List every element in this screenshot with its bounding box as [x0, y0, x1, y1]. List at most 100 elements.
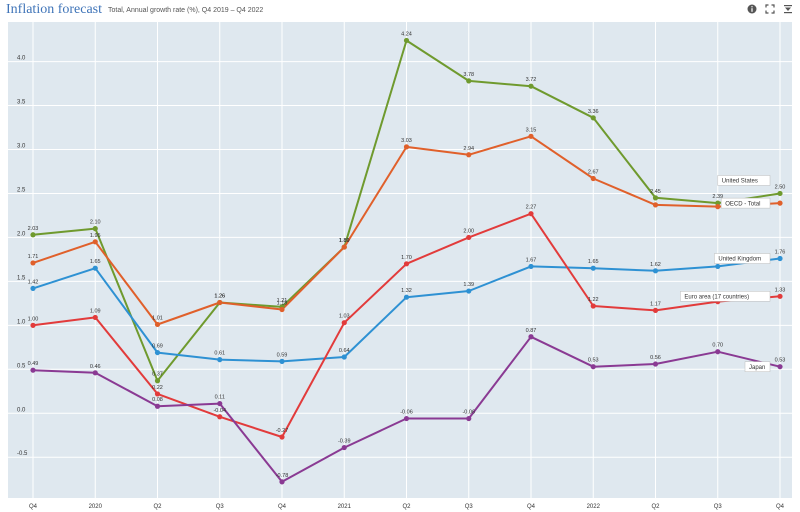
data-label: 1.33 — [775, 287, 786, 293]
data-label: 1.09 — [90, 308, 101, 314]
data-point[interactable] — [590, 115, 596, 121]
data-label: 0.69 — [152, 344, 163, 350]
data-point[interactable] — [217, 357, 223, 363]
data-point[interactable] — [466, 288, 472, 294]
x-tick-label: 2022 — [587, 504, 601, 510]
chart-title: Inflation forecast — [6, 2, 103, 17]
data-point[interactable] — [777, 200, 783, 206]
data-point[interactable] — [92, 370, 98, 376]
y-tick-label: 4.0 — [17, 56, 26, 62]
x-tick-label: 2020 — [89, 504, 103, 510]
data-point[interactable] — [92, 226, 98, 232]
data-point[interactable] — [403, 37, 410, 44]
info-icon[interactable] — [746, 3, 758, 15]
data-point[interactable] — [154, 378, 161, 384]
data-point[interactable] — [715, 263, 721, 270]
data-point[interactable] — [341, 320, 347, 326]
data-point[interactable] — [217, 299, 223, 306]
data-point[interactable] — [652, 307, 659, 313]
filter-icon[interactable] — [782, 3, 794, 15]
data-label: 1.26 — [214, 293, 225, 299]
data-point[interactable] — [590, 265, 596, 271]
chart-subtitle: Total, Annual growth rate (%), Q4 2019 –… — [108, 6, 264, 14]
data-label: 1.65 — [588, 259, 599, 265]
data-point[interactable] — [403, 144, 410, 150]
data-point[interactable] — [92, 265, 98, 271]
data-label: 0.11 — [215, 395, 225, 401]
data-label: 0.37 — [152, 372, 163, 378]
data-label: 1.26 — [214, 293, 225, 299]
data-point[interactable] — [777, 190, 783, 197]
data-point[interactable] — [154, 403, 161, 409]
data-label: 1.39 — [463, 282, 474, 288]
data-point[interactable] — [528, 334, 534, 340]
data-point[interactable] — [279, 479, 285, 485]
data-point[interactable] — [528, 211, 534, 217]
data-point[interactable] — [777, 255, 783, 262]
data-label: 0.49 — [28, 361, 39, 367]
data-point[interactable] — [652, 361, 659, 367]
data-label: 0.56 — [650, 355, 661, 361]
data-label: 1.00 — [28, 316, 39, 322]
data-point[interactable] — [279, 434, 285, 440]
data-point[interactable] — [30, 322, 36, 328]
data-point[interactable] — [777, 293, 783, 299]
series-legend-label: Japan — [749, 365, 765, 371]
data-point[interactable] — [403, 294, 410, 300]
fullscreen-icon[interactable] — [764, 3, 776, 15]
data-point[interactable] — [466, 152, 472, 158]
data-label: 1.71 — [28, 254, 39, 260]
data-label: 3.72 — [526, 77, 537, 83]
data-point[interactable] — [279, 358, 285, 364]
data-label: 1.95 — [90, 233, 101, 239]
y-tick-label: 3.5 — [17, 100, 26, 106]
data-label: 2.67 — [588, 170, 599, 176]
data-point[interactable] — [154, 391, 161, 397]
data-point[interactable] — [217, 414, 223, 420]
data-point[interactable] — [652, 202, 659, 208]
data-point[interactable] — [92, 314, 98, 321]
y-tick-label: 0.5 — [17, 363, 26, 369]
data-label: -0.78 — [276, 473, 289, 479]
data-point[interactable] — [341, 244, 347, 250]
data-label: 2.27 — [526, 205, 537, 211]
data-point[interactable] — [30, 232, 36, 238]
data-point[interactable] — [715, 349, 721, 355]
data-point[interactable] — [30, 285, 36, 292]
data-point[interactable] — [590, 175, 596, 182]
data-point[interactable] — [715, 204, 721, 210]
toolbar — [746, 3, 794, 15]
data-point[interactable] — [528, 83, 534, 89]
series-legend-label: OECD - Total — [725, 201, 760, 207]
data-point[interactable] — [777, 364, 783, 370]
data-point[interactable] — [652, 195, 659, 201]
data-point[interactable] — [217, 400, 223, 407]
data-point[interactable] — [403, 415, 410, 422]
data-label: 1.62 — [650, 262, 661, 268]
data-label: 1.21 — [277, 298, 288, 304]
data-point[interactable] — [466, 415, 472, 422]
data-point[interactable] — [590, 303, 596, 309]
y-tick-label: 1.0 — [17, 319, 26, 325]
data-point[interactable] — [92, 239, 98, 245]
data-point[interactable] — [30, 367, 36, 373]
data-point[interactable] — [528, 263, 534, 270]
data-point[interactable] — [341, 354, 347, 360]
data-point[interactable] — [154, 349, 161, 356]
data-point[interactable] — [30, 260, 36, 266]
data-point[interactable] — [466, 78, 472, 84]
series-legend-box — [720, 197, 771, 209]
data-point[interactable] — [652, 268, 659, 274]
data-point[interactable] — [466, 234, 472, 241]
data-label: -0.39 — [338, 439, 351, 445]
data-label: 1.03 — [339, 314, 350, 320]
data-label: -0.27 — [276, 428, 289, 434]
data-label: 0.22 — [152, 385, 163, 391]
data-label: 1.65 — [90, 259, 101, 265]
data-point[interactable] — [279, 306, 285, 313]
data-point[interactable] — [154, 321, 161, 328]
data-point[interactable] — [590, 364, 596, 370]
data-point[interactable] — [403, 261, 410, 267]
data-point[interactable] — [528, 133, 534, 139]
data-point[interactable] — [341, 444, 347, 451]
